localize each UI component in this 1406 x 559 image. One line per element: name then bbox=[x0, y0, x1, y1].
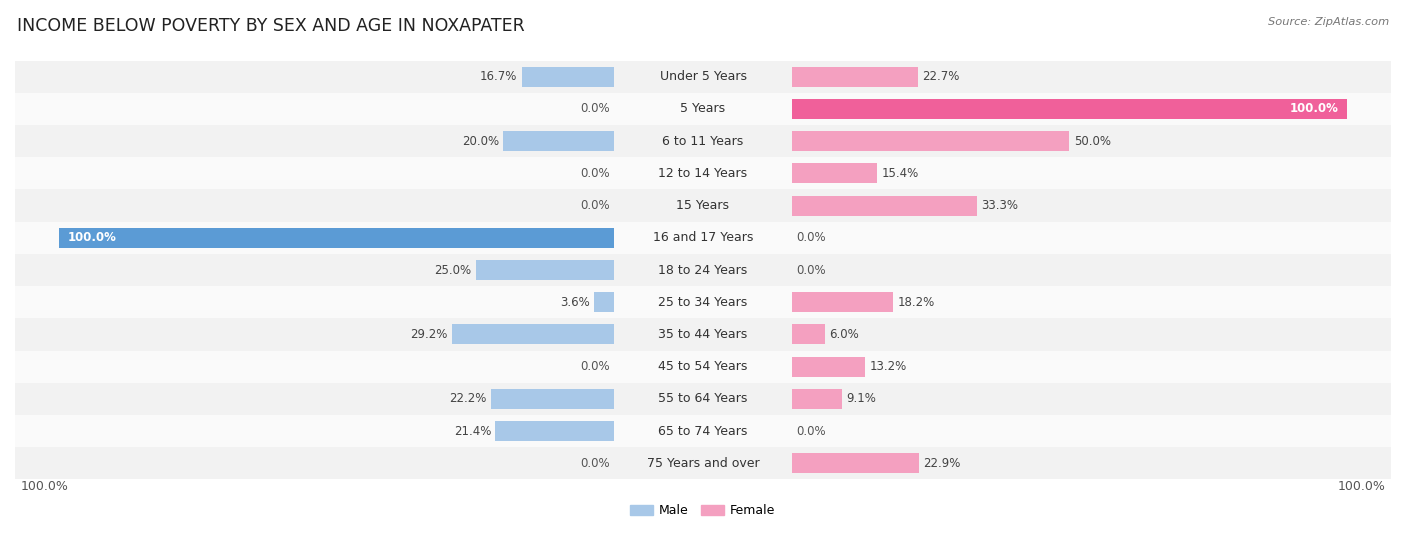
Text: 33.3%: 33.3% bbox=[981, 199, 1018, 212]
Legend: Male, Female: Male, Female bbox=[626, 499, 780, 522]
Bar bbox=[491, 389, 614, 409]
Bar bbox=[15, 157, 1391, 190]
Bar bbox=[792, 163, 877, 183]
Text: 6 to 11 Years: 6 to 11 Years bbox=[662, 135, 744, 148]
Bar bbox=[15, 383, 1391, 415]
Text: 6.0%: 6.0% bbox=[830, 328, 859, 341]
Bar bbox=[503, 131, 614, 151]
Bar bbox=[15, 447, 1391, 480]
Bar bbox=[792, 324, 825, 344]
Bar bbox=[15, 254, 1391, 286]
Bar bbox=[15, 286, 1391, 319]
Text: 100.0%: 100.0% bbox=[67, 231, 117, 244]
Text: 0.0%: 0.0% bbox=[796, 425, 825, 438]
Text: 5 Years: 5 Years bbox=[681, 102, 725, 115]
Text: 12 to 14 Years: 12 to 14 Years bbox=[658, 167, 748, 180]
Text: 20.0%: 20.0% bbox=[461, 135, 499, 148]
Bar bbox=[15, 350, 1391, 383]
Text: 22.7%: 22.7% bbox=[922, 70, 959, 83]
Text: 18 to 24 Years: 18 to 24 Years bbox=[658, 263, 748, 277]
Text: INCOME BELOW POVERTY BY SEX AND AGE IN NOXAPATER: INCOME BELOW POVERTY BY SEX AND AGE IN N… bbox=[17, 17, 524, 35]
Text: 25 to 34 Years: 25 to 34 Years bbox=[658, 296, 748, 309]
Text: 16.7%: 16.7% bbox=[479, 70, 517, 83]
Text: 25.0%: 25.0% bbox=[434, 263, 471, 277]
Text: 100.0%: 100.0% bbox=[21, 480, 69, 493]
Bar bbox=[15, 60, 1391, 93]
Bar bbox=[792, 389, 842, 409]
Bar bbox=[595, 292, 614, 312]
Bar bbox=[15, 125, 1391, 157]
Text: 0.0%: 0.0% bbox=[581, 199, 610, 212]
Text: Under 5 Years: Under 5 Years bbox=[659, 70, 747, 83]
Text: 15.4%: 15.4% bbox=[882, 167, 920, 180]
Text: 29.2%: 29.2% bbox=[411, 328, 447, 341]
Bar bbox=[15, 93, 1391, 125]
Text: 75 Years and over: 75 Years and over bbox=[647, 457, 759, 470]
Text: 100.0%: 100.0% bbox=[1289, 102, 1339, 115]
Text: 0.0%: 0.0% bbox=[581, 102, 610, 115]
Bar bbox=[453, 324, 614, 344]
Bar bbox=[15, 319, 1391, 350]
Text: 35 to 44 Years: 35 to 44 Years bbox=[658, 328, 748, 341]
Text: 13.2%: 13.2% bbox=[869, 360, 907, 373]
Bar bbox=[792, 99, 1347, 119]
Text: 100.0%: 100.0% bbox=[1337, 480, 1385, 493]
Bar bbox=[792, 453, 920, 473]
Text: 16 and 17 Years: 16 and 17 Years bbox=[652, 231, 754, 244]
Text: 50.0%: 50.0% bbox=[1074, 135, 1111, 148]
Text: 22.2%: 22.2% bbox=[450, 392, 486, 405]
Text: 18.2%: 18.2% bbox=[897, 296, 935, 309]
Bar bbox=[59, 228, 614, 248]
Bar bbox=[15, 415, 1391, 447]
Text: 0.0%: 0.0% bbox=[796, 231, 825, 244]
Text: 55 to 64 Years: 55 to 64 Years bbox=[658, 392, 748, 405]
Text: 22.9%: 22.9% bbox=[924, 457, 960, 470]
Bar bbox=[792, 67, 918, 87]
Text: 45 to 54 Years: 45 to 54 Years bbox=[658, 360, 748, 373]
Bar bbox=[792, 131, 1069, 151]
Text: 65 to 74 Years: 65 to 74 Years bbox=[658, 425, 748, 438]
Bar bbox=[522, 67, 614, 87]
Text: 9.1%: 9.1% bbox=[846, 392, 876, 405]
Bar bbox=[15, 190, 1391, 222]
Text: 3.6%: 3.6% bbox=[560, 296, 589, 309]
Text: 0.0%: 0.0% bbox=[581, 360, 610, 373]
Bar bbox=[792, 292, 893, 312]
Bar bbox=[792, 357, 865, 377]
Bar bbox=[15, 222, 1391, 254]
Text: 0.0%: 0.0% bbox=[796, 263, 825, 277]
Bar bbox=[495, 421, 614, 441]
Bar bbox=[475, 260, 614, 280]
Text: 0.0%: 0.0% bbox=[581, 457, 610, 470]
Text: 15 Years: 15 Years bbox=[676, 199, 730, 212]
Bar bbox=[792, 196, 977, 216]
Text: 21.4%: 21.4% bbox=[454, 425, 491, 438]
Text: 0.0%: 0.0% bbox=[581, 167, 610, 180]
Text: Source: ZipAtlas.com: Source: ZipAtlas.com bbox=[1268, 17, 1389, 27]
